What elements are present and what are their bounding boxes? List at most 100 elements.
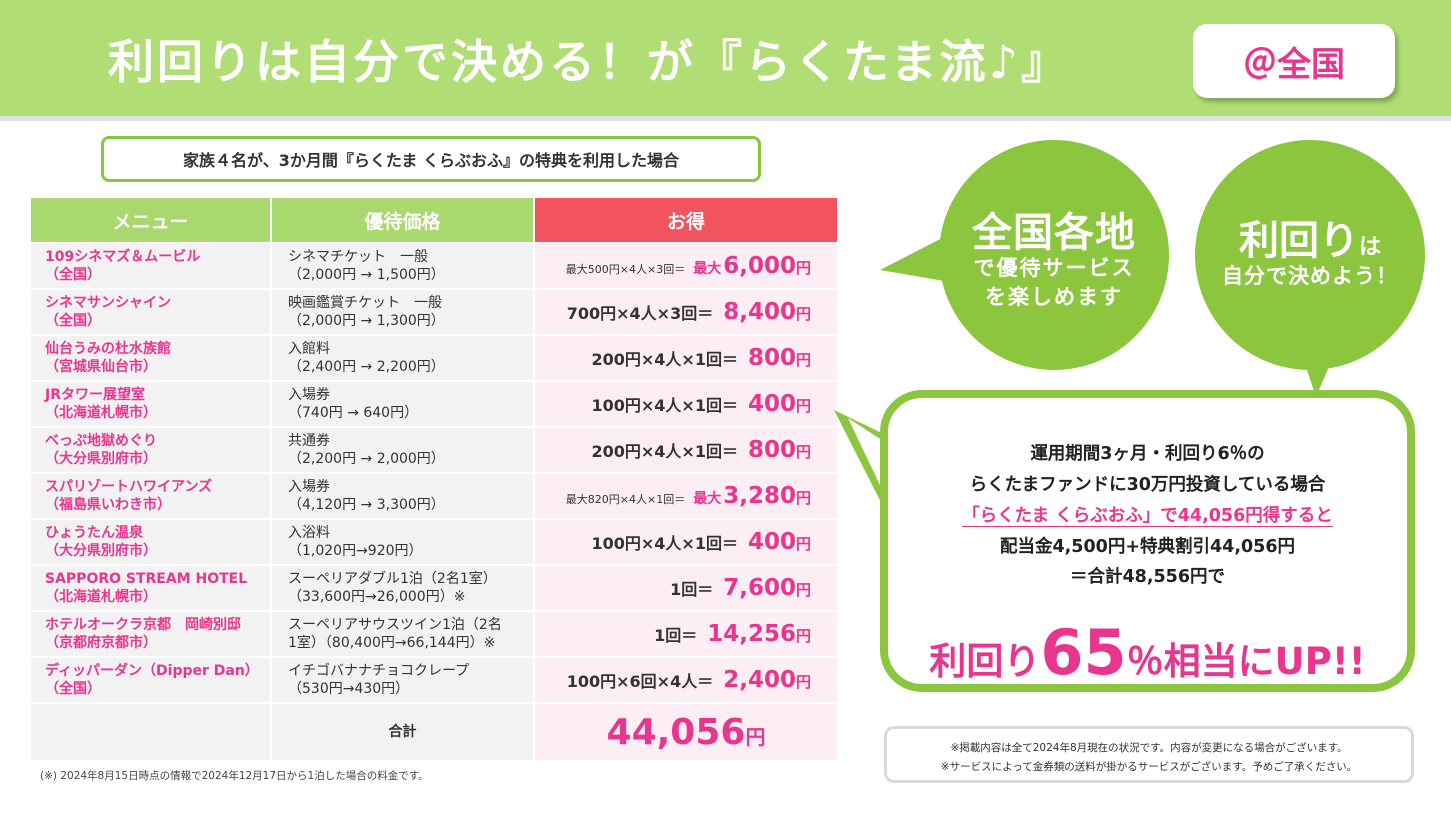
gain-cell: 100円×6回×4人＝ 2,400円 [533,656,839,704]
price-change: （2,400円 → 2,200円） [288,359,445,375]
price-cell: スーペリアサウスツイン1泊（2名 1室）（80,400円→66,144円）※ [270,610,535,658]
menu-location: （京都府京都市） [45,635,157,651]
region-badge: ＠全国 [1193,24,1395,98]
gain-calc: 1回＝ [670,580,714,599]
table-row: 仙台うみの杜水族館 （宮城県仙台市） 入館料 （2,400円 → 2,200円） 200… [29,334,839,382]
gain-calc: 100円×4人×1回＝ [591,534,738,553]
price-item: 映画鑑賞チケット 一般 [288,295,442,311]
yield-circle-big: 利回り [1238,218,1359,264]
table-row: SAPPORO STREAM HOTEL （北海道札幌市） スーペリアダブル1泊（2… [29,564,839,612]
nationwide-text-line1: で優待サービス [973,256,1135,280]
gain-unit: 円 [795,673,811,691]
menu-name: シネマサンシャイン [45,295,171,311]
price-change: （530円→430円） [288,681,410,697]
total-amount: 44,056 [606,711,746,753]
bubble-tail-icon [834,410,888,516]
price-cell: 入浴料 （1,020円→920円） [270,518,535,566]
table-footnote: (※) 2024年8月15日時点の情報で2024年12月17日から1泊した場合の… [40,770,429,782]
menu-cell: SAPPORO STREAM HOTEL （北海道札幌市） [29,564,272,612]
nationwide-title: 全国各地 [972,210,1136,256]
gain-unit: 円 [795,489,811,507]
price-item: シネマチケット 一般 [288,249,428,265]
price-item: 入場券 [288,387,330,403]
price-cell: シネマチケット 一般 （2,000円 → 1,500円） [270,242,535,290]
gain-cell: 100円×4人×1回＝ 400円 [533,380,839,428]
total-amount-cell: 44,056円 [533,702,839,762]
gain-amount: 400 [747,529,796,555]
yield-suffix: ％相当にUP!! [1126,640,1366,683]
menu-cell: 仙台うみの杜水族館 （宮城県仙台市） [29,334,272,382]
bubble-line5: ＝合計48,556円で [1069,567,1226,587]
gain-cell: 最大820円×4人×1回＝ 最大3,280円 [533,472,839,520]
price-item: 入浴料 [288,525,330,541]
menu-cell: ホテルオークラ京都 岡崎別邸 （京都府京都市） [29,610,272,658]
price-item: 入場券 [288,479,330,495]
price-change: （2,000円 → 1,300円） [288,313,445,329]
gain-unit: 円 [795,627,811,645]
price-change: （4,120円 → 3,300円） [288,497,445,513]
total-unit: 円 [745,724,766,749]
nationwide-text: で優待サービス を楽しめます [939,254,1169,312]
gain-amount: 800 [747,437,796,463]
total-label: 合計 [270,702,535,762]
disclaimer-line2: ※サービスによって金券類の送料が掛かるサービスがございます。予めご了承ください。 [940,761,1358,773]
menu-name: 109シネマズ＆ムービル [45,249,201,265]
bubble-line1: 運用期間3ヶ月・利回り6％の [1030,444,1265,464]
gain-calc: 100円×4人×1回＝ [591,396,738,415]
total-row: 合計 44,056円 [29,702,839,762]
disclaimer-box: ※掲載内容は全て2024年8月現在の状況です。内容が変更になる場合がございます。… [884,726,1414,783]
gain-calc: 1回＝ [654,626,698,645]
price-item: 入館料 [288,341,330,357]
table-row: ホテルオークラ京都 岡崎別邸 （京都府京都市） スーペリアサウスツイン1泊（2名 1室… [29,610,839,658]
menu-location: （宮城県仙台市） [45,359,157,375]
gain-amount: 2,400 [723,667,796,693]
gain-calc: 最大500円×4人×3回＝ [565,263,686,276]
menu-cell: シネマサンシャイン （全国） [29,288,272,336]
price-cell: スーペリアダブル1泊（2名1室） （33,600円→26,000円）※ [270,564,535,612]
table-row: ひょうたん温泉 （大分県別府市） 入浴料 （1,020円→920円） 100円×4人×1… [29,518,839,566]
menu-cell: ひょうたん温泉 （大分県別府市） [29,518,272,566]
header-menu: メニュー [29,196,272,244]
price-item: イチゴバナナチョコクレープ [288,663,470,679]
menu-location: （全国） [45,313,101,329]
bubble-tail-left-icon [880,234,950,282]
yield-circle-text: 自分で決めよう！ [1222,264,1398,288]
yield-label: 利回り [929,640,1041,683]
price-cell: 入場券 （740円 → 640円） [270,380,535,428]
gain-unit: 円 [795,305,811,323]
page-title: 利回りは自分で決める！が『らくたま流♪』 [108,35,1070,89]
gain-cell: 200円×4人×1回＝ 800円 [533,426,839,474]
menu-location: （全国） [45,681,101,697]
bubble-line4: 配当金4,500円+特典割引44,056円 [999,537,1296,557]
price-cell: 入場券 （4,120円 → 3,300円） [270,472,535,520]
menu-name: JRタワー展望室 [45,387,145,403]
gain-cell: 200円×4人×1回＝ 800円 [533,334,839,382]
price-item: 共通券 [288,433,330,449]
bubble-line3-text: 「らくたま くらぶおふ」で44,056円得すると [962,506,1333,526]
yield-headline: 利回り65％相当にUP!! [888,616,1407,689]
gain-amount: 14,256 [707,621,796,647]
nationwide-circle: 全国各地 で優待サービス を楽しめます [939,140,1169,370]
menu-cell: べっぷ地獄めぐり （大分県別府市） [29,426,272,474]
menu-name: SAPPORO STREAM HOTEL [45,571,248,587]
gain-calc: 100円×6回×4人＝ [566,672,714,691]
price-cell: 入館料 （2,400円 → 2,200円） [270,334,535,382]
nationwide-text-line2: を楽しめます [985,285,1123,309]
gain-amount: 6,000 [723,253,796,279]
scenario-subtitle: 家族４名が、3か月間『らくたま くらぶおふ』の特典を利用した場合 [101,136,761,182]
price-change: 1室）（80,400円→66,144円）※ [288,635,496,651]
gain-unit: 円 [795,397,811,415]
gain-unit: 円 [795,259,811,277]
gain-calc: 200円×4人×1回＝ [591,350,738,369]
price-cell: イチゴバナナチョコクレープ （530円→430円） [270,656,535,704]
gain-cell: 1回＝ 14,256円 [533,610,839,658]
yield-bubble: 運用期間3ヶ月・利回り6％の らくたまファンドに30万円投資している場合 「らく… [880,390,1415,692]
gain-amount: 800 [747,345,796,371]
price-change: （1,020円→920円） [288,543,423,559]
yield-circle-suffix: は [1358,235,1381,260]
table-row: JRタワー展望室 （北海道札幌市） 入場券 （740円 → 640円） 100円×4人×… [29,380,839,428]
menu-location: （北海道札幌市） [45,405,157,421]
gain-cell: 700円×4人×3回＝ 8,400円 [533,288,839,336]
price-cell: 共通券 （2,200円 → 2,000円） [270,426,535,474]
menu-location: （大分県別府市） [45,451,157,467]
